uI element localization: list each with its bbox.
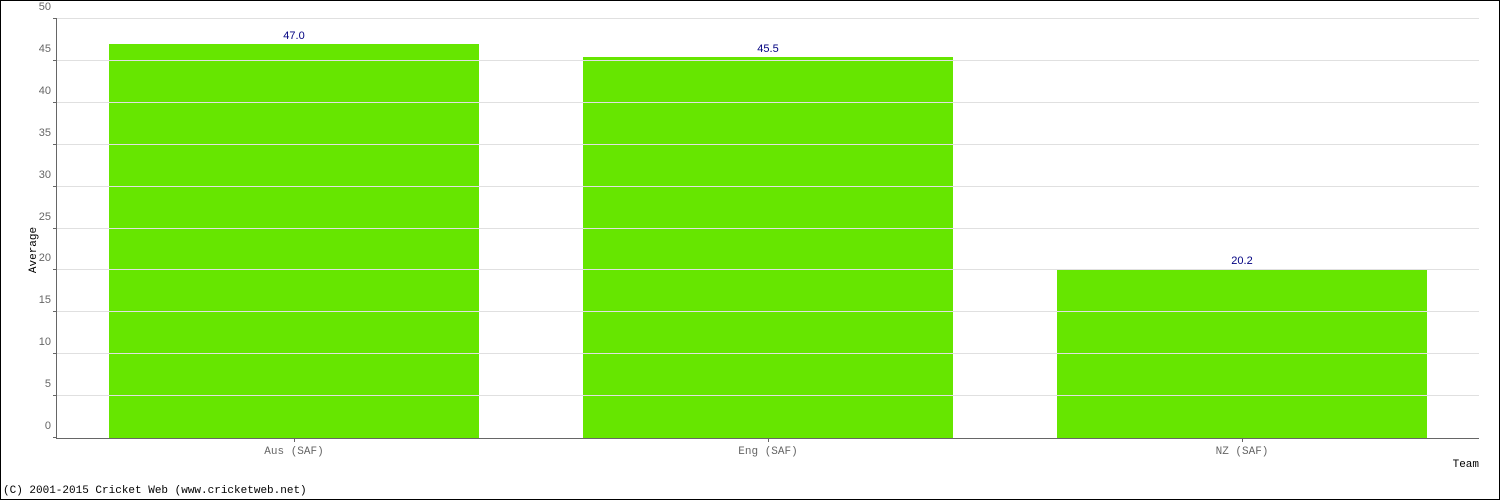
xtick-mark (768, 438, 769, 442)
gridline (57, 269, 1479, 270)
ytick-label: 45 (39, 43, 51, 55)
xtick-label: NZ (SAF) (1216, 446, 1269, 458)
bar: 45.5 (583, 57, 953, 438)
bar-value-label: 45.5 (757, 43, 778, 55)
gridline (57, 228, 1479, 229)
gridline (57, 395, 1479, 396)
bar-slot: 20.2NZ (SAF) (1005, 19, 1479, 438)
x-axis-title: Team (1453, 459, 1479, 471)
gridline (57, 186, 1479, 187)
gridline (57, 311, 1479, 312)
ytick-mark (53, 353, 57, 354)
ytick-mark (53, 395, 57, 396)
ytick-label: 30 (39, 169, 51, 181)
gridline (57, 144, 1479, 145)
gridline (57, 60, 1479, 61)
ytick-label: 50 (39, 1, 51, 13)
y-axis-title: Average (28, 227, 40, 273)
bars-group: 47.0Aus (SAF)45.5Eng (SAF)20.2NZ (SAF) (57, 19, 1479, 438)
bar-value-label: 20.2 (1231, 255, 1252, 267)
bar-slot: 45.5Eng (SAF) (531, 19, 1005, 438)
ytick-label: 5 (45, 378, 51, 390)
ytick-mark (53, 144, 57, 145)
ytick-label: 25 (39, 211, 51, 223)
ytick-mark (53, 437, 57, 438)
ytick-mark (53, 269, 57, 270)
gridline (57, 102, 1479, 103)
chart-container: Average 47.0Aus (SAF)45.5Eng (SAF)20.2NZ… (0, 0, 1500, 500)
footer-credit: (C) 2001-2015 Cricket Web (www.cricketwe… (3, 485, 307, 497)
xtick-mark (294, 438, 295, 442)
bar-value-label: 47.0 (283, 30, 304, 42)
bar-slot: 47.0Aus (SAF) (57, 19, 531, 438)
ytick-label: 20 (39, 252, 51, 264)
ytick-mark (53, 311, 57, 312)
ytick-mark (53, 102, 57, 103)
ytick-mark (53, 186, 57, 187)
ytick-mark (53, 228, 57, 229)
ytick-mark (53, 18, 57, 19)
ytick-label: 10 (39, 336, 51, 348)
xtick-label: Aus (SAF) (264, 446, 323, 458)
ytick-label: 15 (39, 294, 51, 306)
bar: 47.0 (109, 44, 479, 438)
ytick-label: 0 (45, 420, 51, 432)
gridline (57, 18, 1479, 19)
ytick-label: 35 (39, 127, 51, 139)
ytick-label: 40 (39, 85, 51, 97)
plot-area: 47.0Aus (SAF)45.5Eng (SAF)20.2NZ (SAF) 0… (56, 19, 1479, 439)
xtick-mark (1242, 438, 1243, 442)
xtick-label: Eng (SAF) (738, 446, 797, 458)
ytick-mark (53, 60, 57, 61)
gridline (57, 353, 1479, 354)
